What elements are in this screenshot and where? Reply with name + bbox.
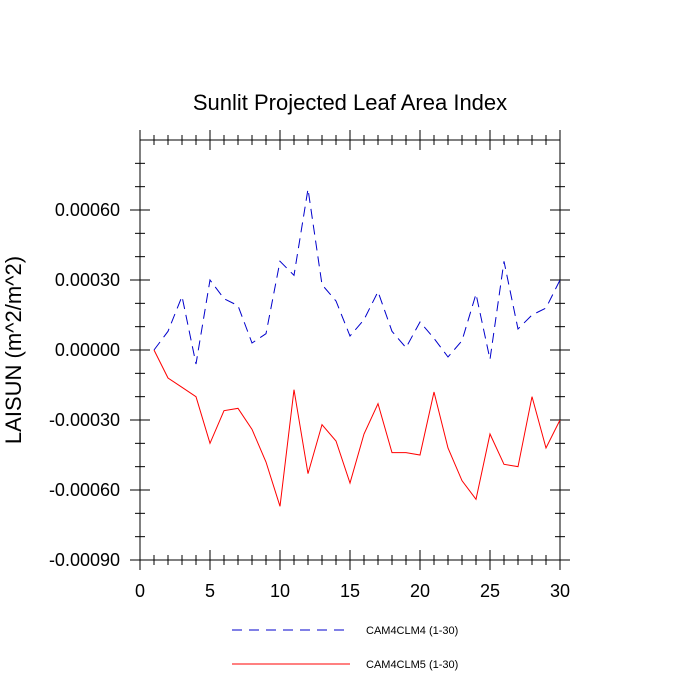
chart-title: Sunlit Projected Leaf Area Index [193, 90, 507, 115]
series-line-1 [153, 188, 561, 365]
x-tick-label: 15 [340, 581, 360, 601]
axis-tick-labels: 0 5 10 15 20 25 30 -0.00090 -0.00060 -0.00030 0.00… [49, 200, 570, 601]
y-tick-label: -0.00030 [49, 410, 120, 430]
legend-label-1: CAM4CLM4 (1-30) [366, 625, 458, 637]
y-tick-label: -0.00090 [49, 550, 120, 570]
x-tick-label: 30 [550, 581, 570, 601]
series-line-2 [153, 349, 561, 507]
x-tick-label: 0 [135, 581, 145, 601]
x-tick-label: 5 [205, 581, 215, 601]
x-tick-label: 20 [410, 581, 430, 601]
axis-ticks [130, 130, 570, 570]
series-layer [153, 188, 561, 507]
y-tick-label: -0.00060 [49, 480, 120, 500]
y-tick-label: 0.00060 [55, 200, 120, 220]
y-tick-label: 0.00000 [55, 340, 120, 360]
plot-frame [139, 139, 561, 561]
y-axis-label: LAISUN (m^2/m^2) [1, 256, 26, 444]
legend-label-2: CAM4CLM5 (1-30) [366, 659, 458, 671]
x-tick-label: 10 [270, 581, 290, 601]
legend: CAM4CLM4 (1-30) CAM4CLM5 (1-30) [232, 625, 458, 671]
y-tick-label: 0.00030 [55, 270, 120, 290]
x-tick-label: 25 [480, 581, 500, 601]
